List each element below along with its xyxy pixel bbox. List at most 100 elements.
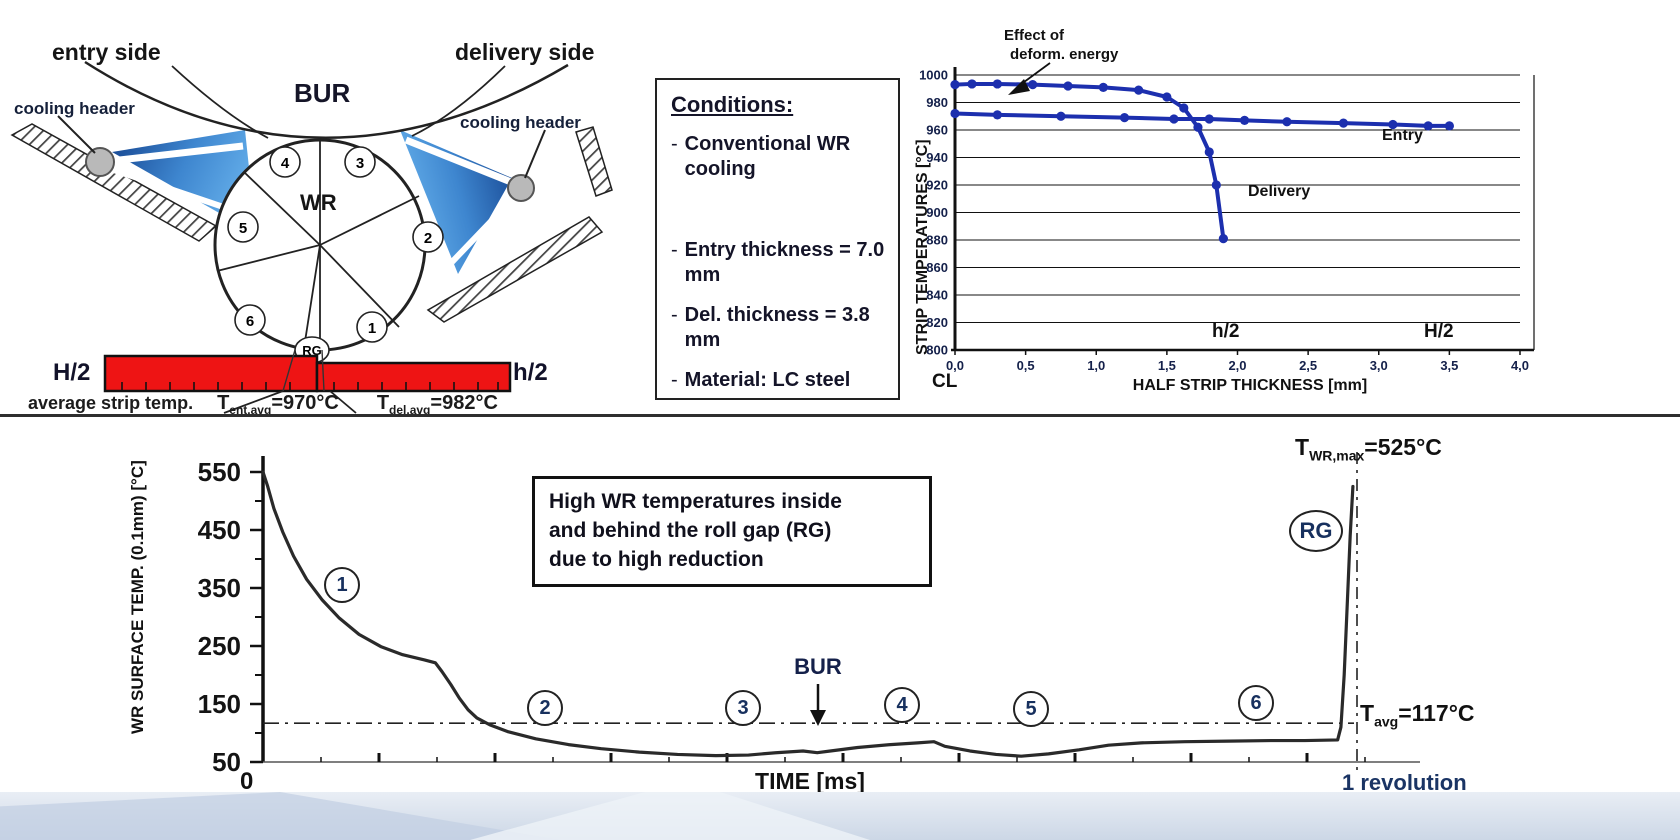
bur-contact-label: BUR	[794, 654, 842, 679]
ytick-label: 150	[198, 689, 241, 719]
high-wr-temperature-callout: High WR temperatures inside and behind t…	[532, 476, 932, 587]
entry-side-label: entry side	[52, 39, 161, 65]
strip-chart-xlabel: HALF STRIP THICKNESS [mm]	[1132, 377, 1368, 394]
left-spray-gap	[101, 142, 244, 166]
wr-label: WR	[300, 190, 337, 215]
condition-item: - Material: LC steel	[671, 369, 851, 391]
ytick-label: 860	[926, 260, 948, 275]
conditions-box: Conditions: - Conventional WR cooling - …	[655, 78, 900, 400]
delivery-side-leader	[411, 65, 506, 137]
condition-item: - Entry thickness = 7.0 mm	[671, 239, 885, 286]
series-marker-entry	[950, 108, 960, 119]
bur-label: BUR	[294, 78, 351, 108]
ytick-label: 920	[926, 178, 948, 193]
region-4-bubble: 4	[884, 687, 920, 723]
ytick-label: 960	[926, 123, 948, 138]
series-marker-entry	[1423, 121, 1433, 131]
region-3-bubble: 3	[725, 690, 761, 726]
centerline-label: CL	[932, 371, 958, 392]
series-marker-entry	[1444, 121, 1454, 131]
ytick-label: 940	[926, 150, 948, 165]
delivery-side-label: delivery side	[455, 39, 594, 65]
region-1-bubble: 1	[324, 567, 360, 603]
region-5-bubble: 5	[1013, 691, 1049, 727]
xtick-label: 2,0	[1228, 358, 1246, 373]
sector-lines	[216, 140, 420, 350]
series-marker-entry	[1119, 113, 1130, 123]
series-marker-delivery	[1098, 82, 1108, 92]
rg-label: RG	[302, 343, 322, 358]
sector-1-label: 1	[368, 320, 376, 337]
delivery-guide-upper-hatched	[575, 126, 613, 197]
effect-annotation-line1: Effect of	[1004, 27, 1064, 44]
delivery-half-thickness-label: h/2	[513, 359, 548, 386]
series-marker-delivery	[967, 79, 977, 89]
one-revolution-label: 1 revolution	[1342, 770, 1467, 795]
series-marker-entry	[1169, 114, 1179, 124]
entry-side-leader	[171, 65, 269, 139]
xtick-label: 4,0	[1511, 358, 1529, 373]
series-marker-delivery	[992, 79, 1002, 89]
bur-arc	[84, 60, 569, 139]
series-marker-delivery	[950, 80, 960, 90]
xtick-label: 3,5	[1440, 358, 1458, 373]
ytick-label: 350	[198, 573, 241, 603]
series-marker-delivery	[1204, 147, 1214, 157]
sector-2-label: 2	[424, 230, 432, 247]
right-spray-gap	[404, 136, 523, 190]
series-marker-delivery	[1028, 80, 1038, 90]
t-ent-leader	[223, 390, 284, 414]
effect-annotation-line2: deform. energy	[1010, 46, 1119, 63]
ytick-label: 50	[212, 747, 241, 777]
sector-number-bubbles: 1 2 3 4 5 6	[227, 146, 444, 343]
series-marker-entry	[1056, 111, 1066, 121]
xtick-label: 0,0	[946, 358, 964, 373]
sector-4-label: 4	[281, 155, 290, 172]
series-marker-delivery	[1134, 85, 1144, 95]
series-marker-entry	[1338, 118, 1349, 128]
roll-gap-line	[282, 349, 296, 392]
conditions-title: Conditions:	[671, 92, 794, 117]
series-marker-delivery	[1193, 122, 1203, 132]
xtick-label: 1,0	[1087, 358, 1105, 373]
sector-5-label: 5	[239, 220, 247, 237]
average-strip-temperature-row: average strip temp. Tent,avg=970°C Tdel,…	[28, 392, 536, 417]
ytick-label: 900	[926, 205, 948, 220]
t-ent-avg-value: Tent,avg=970°C	[217, 392, 339, 417]
ytick-label: 840	[926, 288, 948, 303]
delivery-guide-hatched	[426, 216, 604, 323]
series-line-entry	[954, 111, 1450, 128]
avg-strip-temp-label: average strip temp.	[28, 393, 194, 413]
bur-arrow	[810, 684, 826, 726]
ytick-label: 980	[926, 95, 948, 110]
work-roll-cooling-diagram: 1 2 3 4 5 6 RG	[10, 39, 613, 414]
t-del-leader	[329, 390, 357, 414]
strip-scale-ticks	[121, 382, 499, 390]
cooling-header-right-label: cooling header	[460, 113, 581, 132]
xtick-label: 2,5	[1299, 358, 1317, 373]
strip-chart-ylabel: STRIP TEMPERATURES [°C]	[914, 139, 931, 355]
sector-3-label: 3	[356, 155, 364, 172]
roll-gap-line	[321, 349, 325, 392]
t-avg-label: Tavg=117°C	[1360, 700, 1475, 730]
entry-series-label: Entry	[1382, 127, 1423, 144]
series-marker-delivery	[1218, 234, 1228, 244]
xtick-label: 0,5	[1017, 358, 1035, 373]
time-axis-origin-label: 0	[240, 768, 254, 795]
series-marker-delivery	[1179, 103, 1189, 113]
cooling-header-nozzle-right	[507, 174, 535, 202]
H2-marker-label: H/2	[1424, 321, 1454, 342]
ytick-label: 820	[926, 315, 948, 330]
wr-chart-svg: 550 450 350 250 150 50	[198, 452, 1420, 777]
delivery-series-label: Delivery	[1248, 183, 1311, 200]
series-marker-entry	[1282, 117, 1292, 127]
h2-marker-label: h/2	[1212, 321, 1240, 342]
strip-temperature-chart: 800 820 840 860 880 900 920 940 960 980 1000 0,0 0,5…	[900, 25, 1580, 415]
t-wr-max-label: TWR,max=525°C	[1295, 434, 1442, 464]
strip-chart-svg: 800 820 840 860 880 900 920 940 960 980 1000 0,0 0,5…	[919, 62, 1535, 373]
effect-annotation-arrowhead	[1008, 79, 1030, 95]
entry-half-thickness-label: H/2	[53, 359, 90, 386]
cooling-header-nozzle-left	[85, 147, 115, 177]
xtick-label: 1,5	[1158, 358, 1176, 373]
cooling-header-leader-left	[57, 115, 96, 154]
